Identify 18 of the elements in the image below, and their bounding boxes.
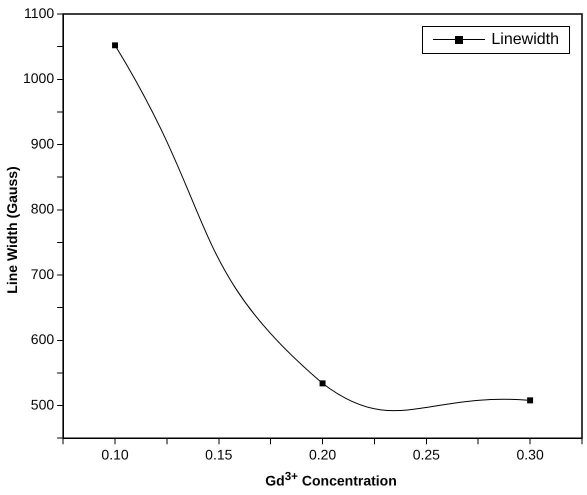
y-tick-label: 600 — [30, 331, 54, 348]
x-tick-label: 0.30 — [516, 446, 544, 462]
y-tick-label: 500 — [30, 396, 54, 412]
y-tick-label: 1000 — [22, 70, 54, 86]
y-tick-label: 700 — [30, 266, 54, 282]
x-tick-label: 0.20 — [308, 446, 336, 462]
y-tick-label: 900 — [30, 135, 54, 152]
y-tick-label: 1100 — [24, 4, 54, 21]
x-axis-title: Gd$^{3+}$ Concentration — [264, 470, 398, 489]
x-tick-label: 0.15 — [205, 446, 233, 462]
point — [320, 380, 326, 386]
point — [112, 42, 118, 48]
y-axis-title: Line Width (Gauss) — [4, 166, 20, 294]
legend-label: Linewidth — [491, 31, 559, 49]
point — [527, 397, 534, 404]
x-tick-label: 0.25 — [412, 446, 440, 462]
x-tick-label: 0.10 — [101, 446, 129, 462]
y-tick-label: 800 — [30, 200, 54, 217]
